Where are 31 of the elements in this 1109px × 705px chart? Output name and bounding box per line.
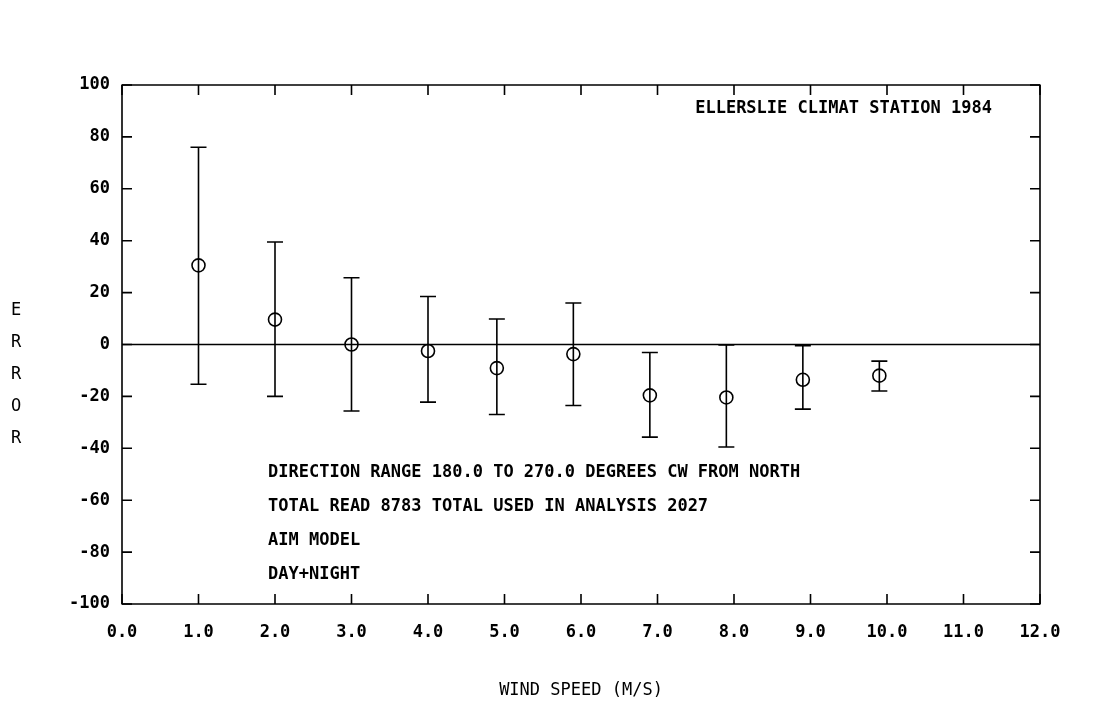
x-tick-label: 11.0 [943,620,984,641]
x-tick-label: 6.0 [565,620,597,641]
annotation: DIRECTION RANGE 180.0 TO 270.0 DEGREES CW FROM NORTH [268,461,801,482]
text: ELLERSLIE CLIMAT STATION 1984 [695,97,992,118]
annotation: DAY+NIGHT [268,563,361,584]
x-tick-label: 10.0 [866,620,908,641]
y-tick-label: -20 [79,384,110,405]
y-tick-label: -80 [79,540,110,561]
x-tick-label: 0.0 [106,620,138,641]
y-tick-label: 20 [89,281,110,302]
x-tick-label: 5.0 [489,620,520,641]
y-tick-label: -40 [79,436,110,457]
annotation: AIM MODEL [268,529,361,550]
x-tick-label: 2.0 [259,620,291,641]
x-axis-title: WIND SPEED (M/S) [499,679,663,700]
y-axis-title: ERROR [10,298,22,447]
y-tick-label: -60 [79,488,110,509]
x-tick-label: 4.0 [412,620,444,641]
annotation: TOTAL READ 8783 TOTAL USED IN ANALYSIS 2027 [268,495,709,516]
x-tick-label: 3.0 [336,620,367,641]
y-tick-label: 100 [79,73,110,94]
y-tick-label: 80 [89,125,110,146]
x-tick-label: 1.0 [183,620,214,641]
x-tick-label: 8.0 [718,620,750,641]
x-tick-label: 9.0 [795,620,826,641]
y-tick-label: 0 [99,332,110,353]
y-tick-label: 60 [89,177,110,198]
y-tick-label: -100 [69,592,110,613]
x-tick-label: 12.0 [1019,620,1061,641]
x-tick-label: 7.0 [642,620,673,641]
y-tick-label: 40 [89,229,110,250]
